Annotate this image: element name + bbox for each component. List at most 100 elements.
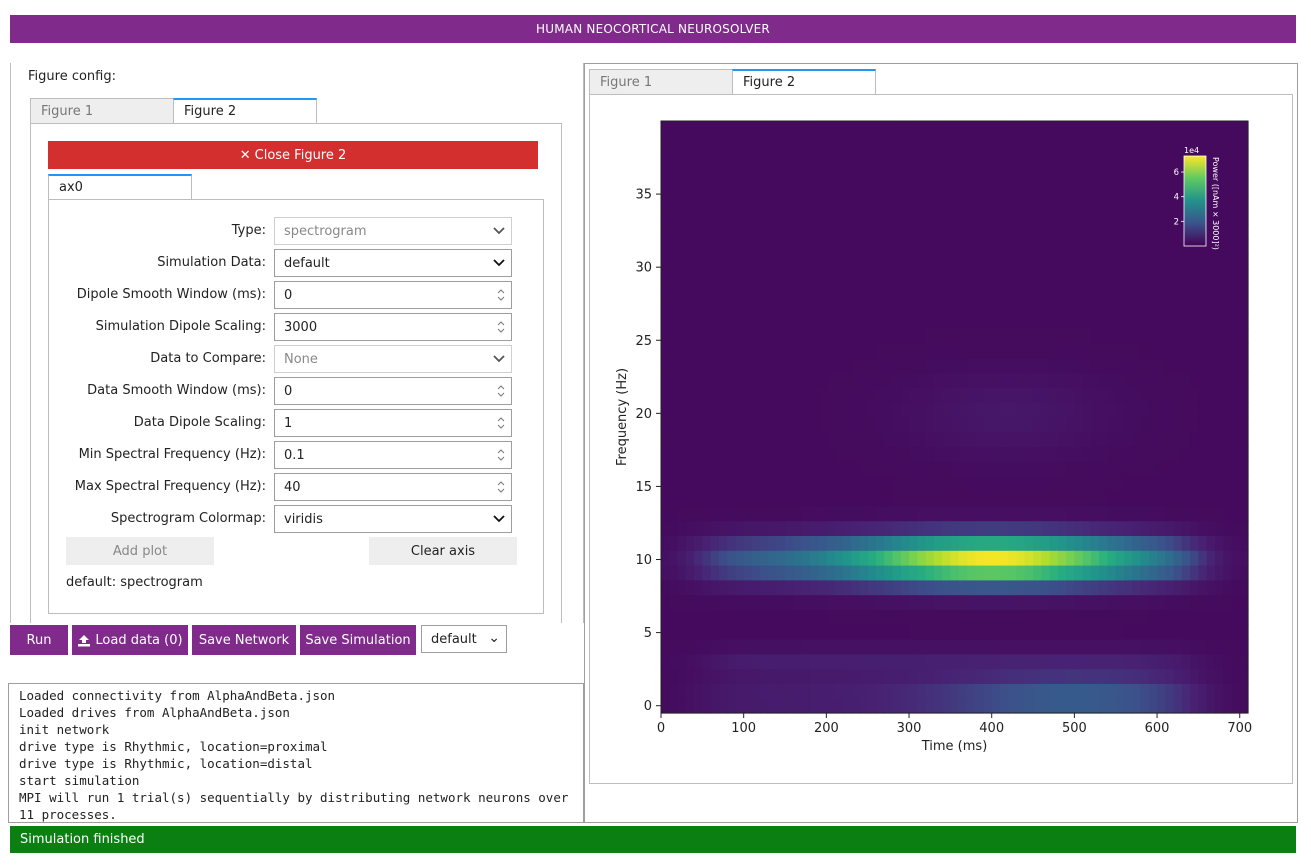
heatmap-cell bbox=[760, 150, 770, 166]
heatmap-cell bbox=[1024, 505, 1034, 522]
heatmap-cell bbox=[842, 165, 852, 181]
heatmap-cell bbox=[776, 224, 786, 240]
heatmap-cell bbox=[793, 579, 803, 596]
heatmap-cell bbox=[1123, 387, 1133, 403]
add-plot-button[interactable]: Add plot bbox=[66, 537, 214, 565]
heatmap-cell bbox=[751, 639, 761, 655]
heatmap-cell bbox=[851, 535, 861, 551]
heatmap-cell bbox=[760, 195, 770, 211]
field-number-input[interactable]: 0.1 bbox=[274, 441, 512, 469]
heatmap-cell bbox=[1157, 402, 1166, 418]
heatmap-cell bbox=[768, 150, 778, 166]
spinner-arrows-icon[interactable] bbox=[495, 381, 507, 401]
heatmap-cell bbox=[1016, 550, 1026, 566]
heatmap-cell bbox=[1107, 372, 1117, 388]
heatmap-cell bbox=[1008, 135, 1018, 152]
field-select[interactable]: viridis bbox=[274, 505, 512, 533]
simulation-select[interactable]: default ⌄ bbox=[421, 625, 507, 653]
heatmap-cell bbox=[1148, 239, 1158, 255]
log-line: drive type is Rhythmic, location=distal bbox=[19, 756, 313, 771]
spinner-arrows-icon[interactable] bbox=[495, 477, 507, 497]
field-select[interactable]: default bbox=[274, 249, 512, 277]
field-number-input[interactable]: 3000 bbox=[274, 313, 512, 341]
heatmap-cell bbox=[1107, 165, 1117, 181]
heatmap-cell bbox=[677, 668, 687, 684]
heatmap-cell bbox=[900, 387, 910, 403]
heatmap-cell bbox=[958, 668, 968, 684]
heatmap-cell bbox=[1074, 535, 1084, 551]
heatmap-cell bbox=[1214, 565, 1224, 581]
heatmap-cell bbox=[1033, 402, 1042, 418]
spinner-arrows-icon[interactable] bbox=[495, 445, 507, 465]
heatmap-cell bbox=[834, 283, 844, 300]
tab-figure-1[interactable]: Figure 1 bbox=[30, 98, 174, 124]
heatmap-cell bbox=[818, 668, 827, 684]
field-number-input[interactable]: 0 bbox=[274, 281, 512, 309]
log-output[interactable]: Loaded connectivity from AlphaAndBeta.js… bbox=[8, 683, 584, 823]
save-network-button[interactable]: Save Network bbox=[192, 625, 296, 655]
heatmap-cell bbox=[991, 476, 1001, 492]
heatmap-cell bbox=[735, 535, 745, 551]
spinner-arrows-icon[interactable] bbox=[495, 317, 507, 337]
heatmap-cell bbox=[991, 579, 1001, 596]
tab-ax0[interactable]: ax0 bbox=[48, 174, 192, 200]
field-number-input[interactable]: 0 bbox=[274, 377, 512, 405]
heatmap-cell bbox=[1140, 313, 1150, 329]
heatmap-cell bbox=[958, 461, 968, 477]
heatmap-cell bbox=[925, 328, 935, 344]
heatmap-cell bbox=[942, 624, 951, 640]
heatmap-cell bbox=[793, 121, 803, 137]
heatmap-cell bbox=[933, 254, 943, 270]
heatmap-cell bbox=[1157, 594, 1166, 610]
heatmap-cell bbox=[727, 254, 737, 270]
heatmap-cell bbox=[826, 476, 836, 492]
heatmap-cell bbox=[909, 698, 918, 714]
tab-figure-2[interactable]: Figure 2 bbox=[173, 98, 317, 124]
heatmap-cell bbox=[1008, 565, 1018, 581]
heatmap-cell bbox=[834, 505, 844, 522]
heatmap-cell bbox=[760, 180, 770, 196]
heatmap-cell bbox=[1016, 446, 1026, 462]
heatmap-cell bbox=[1074, 683, 1084, 699]
heatmap-cell bbox=[685, 224, 695, 240]
heatmap-cell bbox=[768, 195, 778, 211]
spinner-arrows-icon[interactable] bbox=[495, 413, 507, 433]
heatmap-cell bbox=[669, 180, 679, 196]
heatmap-cell bbox=[1066, 313, 1075, 329]
heatmap-cell bbox=[760, 565, 770, 581]
clear-axis-button[interactable]: Clear axis bbox=[369, 537, 517, 565]
heatmap-cell bbox=[933, 476, 943, 492]
close-figure-button[interactable]: ✕ Close Figure 2 bbox=[48, 141, 538, 169]
heatmap-cell bbox=[702, 269, 712, 285]
heatmap-cell bbox=[1057, 491, 1067, 507]
tab-figure-1[interactable]: Figure 1 bbox=[589, 69, 733, 95]
heatmap-cell bbox=[776, 298, 786, 314]
heatmap-cell bbox=[801, 387, 811, 403]
heatmap-cell bbox=[702, 476, 712, 492]
heatmap-cell bbox=[809, 476, 819, 492]
run-button[interactable]: Run bbox=[10, 625, 68, 655]
heatmap-cell bbox=[1206, 668, 1216, 684]
heatmap-cell bbox=[942, 343, 951, 359]
heatmap-cell bbox=[875, 668, 885, 684]
heatmap-cell bbox=[1198, 254, 1208, 270]
heatmap-cell bbox=[1008, 461, 1018, 477]
field-number-input[interactable]: 1 bbox=[274, 409, 512, 437]
heatmap-cell bbox=[727, 446, 737, 462]
heatmap-cell bbox=[834, 579, 844, 596]
heatmap-cell bbox=[892, 150, 902, 166]
heatmap-cell bbox=[785, 417, 794, 433]
heatmap-cell bbox=[1041, 609, 1051, 625]
save-simulation-button[interactable]: Save Simulation bbox=[300, 625, 416, 655]
heatmap-cell bbox=[975, 520, 985, 536]
field-number-input[interactable]: 40 bbox=[274, 473, 512, 501]
plot-summary: default: spectrogram bbox=[66, 575, 203, 590]
tab-figure-2[interactable]: Figure 2 bbox=[732, 69, 876, 95]
heatmap-cell bbox=[867, 505, 877, 522]
load-data-button[interactable]: Load data (0) bbox=[72, 625, 188, 655]
heatmap-cell bbox=[950, 328, 960, 344]
spinner-arrows-icon[interactable] bbox=[495, 285, 507, 305]
heatmap-cell bbox=[1115, 357, 1125, 374]
heatmap-cell bbox=[991, 387, 1001, 403]
